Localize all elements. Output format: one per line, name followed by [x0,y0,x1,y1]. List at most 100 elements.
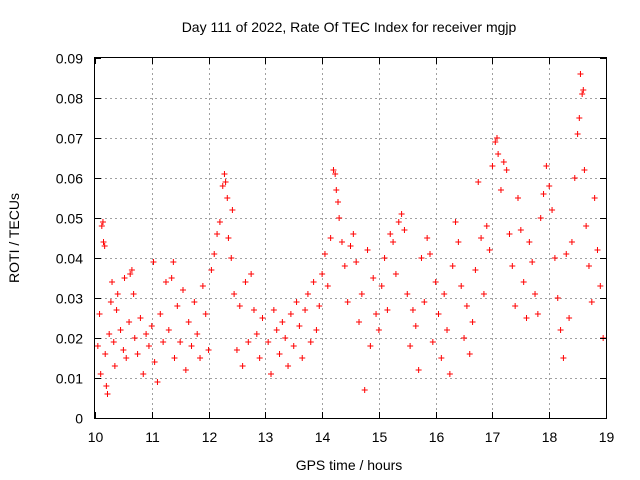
data-point [248,271,255,277]
data-point [364,247,371,253]
data-point [208,267,215,273]
data-point [268,371,275,377]
data-point [475,179,482,185]
data-point [495,151,502,157]
data-point [458,283,465,289]
x-tick-label: 18 [542,429,558,445]
data-point [404,291,411,297]
data-point [127,271,134,277]
y-tick-label: 0.06 [56,171,83,187]
data-point [109,279,116,285]
plot-frame [94,57,607,419]
data-point [150,259,157,265]
data-point [296,323,303,329]
y-tick-label: 0.01 [56,371,83,387]
data-point [520,279,527,285]
data-point [577,71,584,77]
data-point [219,183,226,189]
data-point [344,299,351,305]
data-point [497,187,504,193]
data-point [174,303,181,309]
data-point [358,291,365,297]
data-point [120,347,127,353]
data-point [585,263,592,269]
data-point [233,347,240,353]
data-point [191,299,198,305]
x-tick-label: 17 [485,429,501,445]
data-point [378,283,385,289]
data-point [270,307,277,313]
data-point [99,219,106,225]
data-point [489,163,496,169]
data-point [224,195,231,201]
data-point [333,187,340,193]
data-point [290,343,297,349]
data-point [435,311,442,317]
data-point [103,383,110,389]
data-point [583,223,590,229]
data-point [332,171,339,177]
data-point [480,291,487,297]
data-point [229,207,236,213]
data-point [563,251,570,257]
data-point [597,283,604,289]
x-tick-label: 14 [315,429,331,445]
data-point [367,343,374,349]
data-point [576,115,583,121]
data-point [170,259,177,265]
data-point [197,355,204,361]
data-point [256,355,263,361]
data-point [537,215,544,221]
data-point [594,247,601,253]
data-point [551,255,558,261]
data-point [225,235,232,241]
data-point [131,335,138,341]
data-point [432,279,439,285]
data-point [321,251,328,257]
data-point [316,303,323,309]
data-point [113,307,120,313]
data-point [398,211,405,217]
data-point [143,331,150,337]
data-point [384,307,391,313]
data-point [591,195,598,201]
data-point [455,239,462,245]
data-point [194,331,201,337]
data-point [313,327,320,333]
data-point [114,291,121,297]
x-tick-label: 13 [258,429,274,445]
data-point [239,363,246,369]
data-point [231,291,238,297]
data-point [381,255,388,261]
data-point [350,231,357,237]
data-point [500,159,507,165]
data-point [580,87,587,93]
data-point [353,259,360,265]
data-point [126,319,133,325]
data-point [279,319,286,325]
x-tick-label: 12 [202,429,218,445]
data-point [245,339,252,345]
data-point [509,263,516,269]
data-point [101,243,108,249]
data-point [466,351,473,357]
data-point [104,391,111,397]
data-point [370,275,377,281]
data-point [110,339,117,345]
data-point [574,131,581,137]
data-point [554,295,561,301]
data-point [222,179,229,185]
x-axis-label: GPS time / hours [296,457,403,473]
data-point [549,207,556,213]
chart-title: Day 111 of 2022, Rate Of TEC Index for r… [182,19,517,35]
data-point [102,351,109,357]
data-point [214,231,221,237]
data-point [221,171,228,177]
data-point [429,339,436,345]
data-point [250,307,257,313]
data-point [140,371,147,377]
data-point [265,339,272,345]
data-point [165,327,172,333]
data-point [299,355,306,361]
